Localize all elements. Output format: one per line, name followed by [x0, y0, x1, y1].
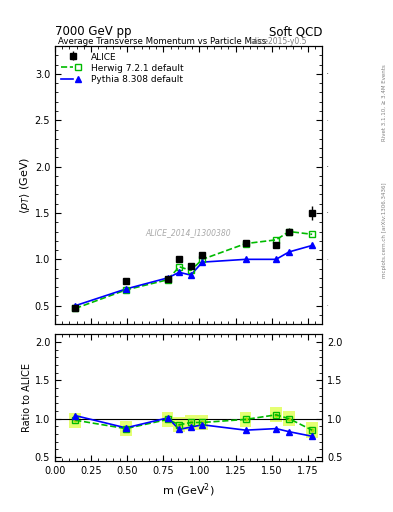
Y-axis label: $\langle p_T \rangle$ (GeV): $\langle p_T \rangle$ (GeV) — [18, 157, 32, 214]
Bar — [196, 415, 208, 430]
Text: ALICE_2014_I1300380: ALICE_2014_I1300380 — [146, 228, 231, 237]
Bar — [270, 407, 282, 422]
Bar — [173, 417, 185, 433]
Bar — [185, 415, 196, 430]
Bar — [283, 411, 295, 426]
Bar — [162, 412, 173, 427]
Text: mcplots.cern.ch [arXiv:1306.3436]: mcplots.cern.ch [arXiv:1306.3436] — [382, 183, 387, 278]
Text: 7000 GeV pp: 7000 GeV pp — [55, 26, 132, 38]
Bar — [70, 413, 81, 428]
Legend: ALICE, Herwig 7.2.1 default, Pythia 8.308 default: ALICE, Herwig 7.2.1 default, Pythia 8.30… — [59, 51, 185, 86]
X-axis label: m (GeV$^2$): m (GeV$^2$) — [162, 481, 215, 499]
Bar — [120, 421, 132, 436]
Text: Rivet 3.1.10, ≥ 3.4M Events: Rivet 3.1.10, ≥ 3.4M Events — [382, 64, 387, 141]
Text: alice2015-y0.5: alice2015-y0.5 — [250, 37, 307, 46]
Bar — [240, 412, 252, 427]
Bar — [307, 422, 318, 438]
Text: Average Transverse Momentum vs Particle Mass: Average Transverse Momentum vs Particle … — [58, 37, 266, 46]
Y-axis label: Ratio to ALICE: Ratio to ALICE — [22, 363, 32, 432]
Text: Soft QCD: Soft QCD — [269, 26, 322, 38]
